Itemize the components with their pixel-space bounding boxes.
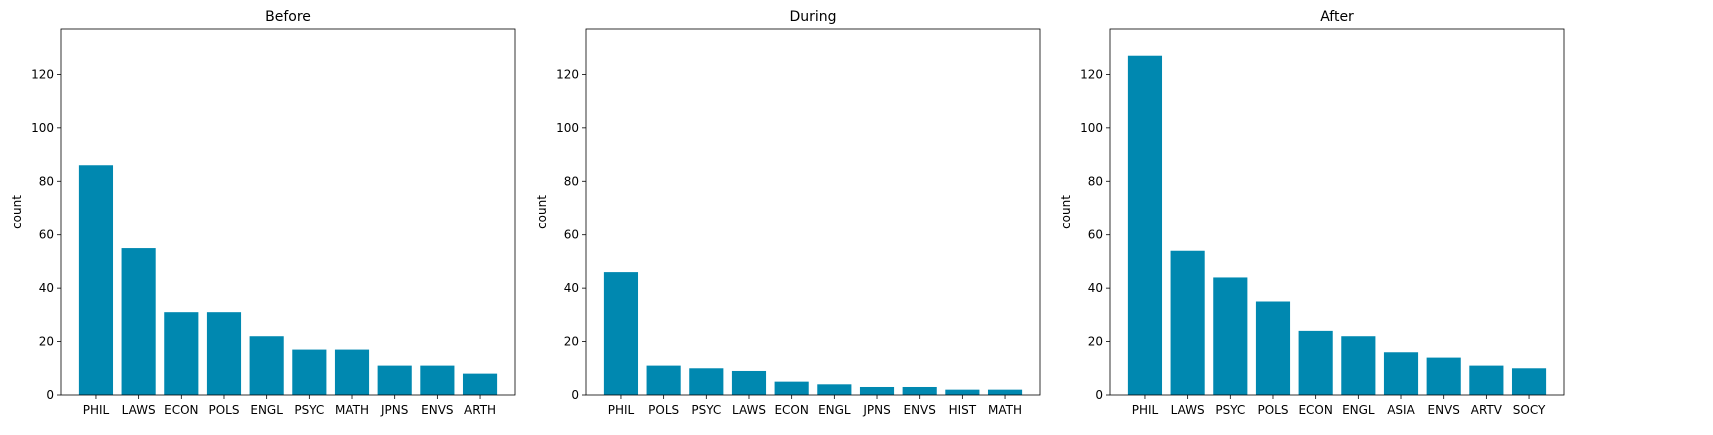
y-tick-label: 80 [39, 174, 54, 188]
y-tick-label: 20 [1088, 335, 1103, 349]
bar [249, 336, 284, 395]
bar [859, 386, 895, 395]
x-tick-label: ECON [774, 403, 808, 417]
y-tick-label: 120 [1080, 67, 1103, 81]
bar [78, 165, 114, 395]
y-tick-label: 60 [564, 228, 579, 242]
x-tick-label: PSYC [691, 403, 721, 417]
y-tick-label: 100 [31, 121, 54, 135]
x-tick-label: ENGL [1342, 403, 1375, 417]
x-tick-label: PSYC [294, 403, 324, 417]
bar [121, 248, 156, 395]
bar [462, 373, 498, 395]
bar [1255, 301, 1291, 395]
y-tick-label: 40 [39, 281, 54, 295]
x-tick-label: JPNS [380, 403, 408, 417]
bar [1127, 55, 1163, 395]
y-axis-label: count [1059, 195, 1073, 229]
x-tick-label: HIST [949, 403, 977, 417]
bar [689, 368, 724, 395]
bar [164, 312, 199, 395]
chart-title: During [789, 9, 836, 25]
y-tick-label: 100 [1080, 121, 1103, 135]
x-tick-label: ARTH [464, 403, 496, 417]
y-tick-label: 0 [46, 388, 54, 402]
y-tick-label: 120 [31, 67, 54, 81]
bar [377, 365, 412, 395]
x-tick-label: ENVS [421, 403, 453, 417]
x-tick-label: ECON [1298, 403, 1332, 417]
bar [646, 365, 681, 395]
bar [603, 272, 639, 395]
chart-title: Before [265, 9, 311, 25]
bar [334, 349, 370, 395]
bar [987, 389, 1023, 395]
bar [1469, 365, 1504, 395]
x-tick-label: ECON [164, 403, 198, 417]
x-tick-label: ENGL [818, 403, 851, 417]
axes-frame [585, 28, 1041, 396]
y-axis-label: count [10, 195, 24, 229]
chart-panel-2: PHIL POLS PSYC LAWS ECON ENGL JPNS ENVS HIST MATH… [535, 9, 1041, 417]
bar [206, 312, 242, 395]
x-tick-label: PHIL [83, 403, 110, 417]
x-tick-label: ENGL [250, 403, 283, 417]
y-axis-label: count [535, 195, 549, 229]
y-tick-label: 40 [1088, 281, 1103, 295]
x-tick-label: MATH [988, 403, 1022, 417]
x-tick-label: POLS [208, 403, 239, 417]
x-tick-label: POLS [648, 403, 679, 417]
bar [1213, 277, 1248, 395]
bar [817, 384, 852, 395]
bar [1383, 352, 1419, 395]
x-tick-label: ENVS [1427, 403, 1459, 417]
x-tick-label: POLS [1257, 403, 1288, 417]
x-tick-label: LAWS [122, 403, 156, 417]
axes-frame [1109, 28, 1565, 396]
bar [731, 370, 767, 395]
y-tick-label: 60 [39, 228, 54, 242]
y-tick-label: 60 [1088, 228, 1103, 242]
bar [292, 349, 327, 395]
x-tick-label: MATH [335, 403, 369, 417]
y-tick-label: 120 [556, 67, 579, 81]
y-tick-label: 100 [556, 121, 579, 135]
y-tick-label: 20 [39, 335, 54, 349]
bar [420, 365, 455, 395]
bar [1170, 250, 1205, 395]
x-tick-label: LAWS [732, 403, 766, 417]
axes-frame [60, 28, 516, 396]
bar [774, 381, 809, 395]
y-tick-label: 20 [564, 335, 579, 349]
chart-panel-1: PHIL LAWS ECON POLS ENGL PSYC MATH JPNS ENVS ARTH… [10, 9, 516, 417]
x-tick-label: ARTV [1471, 403, 1503, 417]
bar [902, 386, 937, 395]
x-tick-label: ASIA [1387, 403, 1415, 417]
y-tick-label: 80 [564, 174, 579, 188]
x-tick-label: PSYC [1215, 403, 1245, 417]
x-tick-label: LAWS [1171, 403, 1205, 417]
bar [1511, 368, 1547, 395]
bar [945, 389, 980, 395]
chart-title: After [1320, 9, 1354, 25]
x-tick-label: PHIL [608, 403, 635, 417]
x-tick-label: SOCY [1513, 403, 1546, 417]
x-tick-label: JPNS [862, 403, 890, 417]
bar [1298, 330, 1333, 395]
y-tick-label: 40 [564, 281, 579, 295]
y-tick-label: 0 [1095, 388, 1103, 402]
chart-panel-3: PHIL LAWS PSYC POLS ECON ENGL ASIA ENVS ARTV SOCY… [1059, 9, 1565, 417]
bar [1341, 336, 1376, 395]
bar [1426, 357, 1461, 395]
y-tick-label: 80 [1088, 174, 1103, 188]
y-tick-label: 0 [571, 388, 579, 402]
x-tick-label: ENVS [903, 403, 935, 417]
x-tick-label: PHIL [1132, 403, 1159, 417]
